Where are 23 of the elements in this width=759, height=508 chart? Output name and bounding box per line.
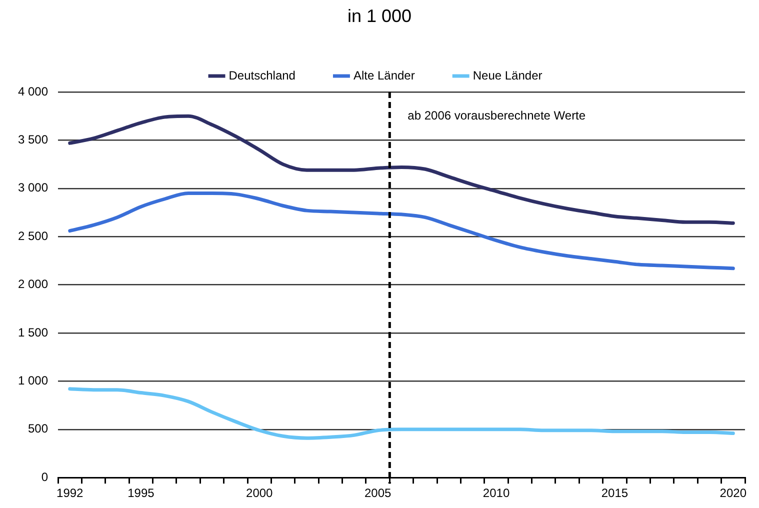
legend-label: Deutschland bbox=[228, 68, 296, 82]
y-tick-label: 1 500 bbox=[18, 325, 48, 340]
chart-title: in 1 000 bbox=[346, 6, 413, 27]
ref-line-label: ab 2006 vorausberechnete Werte bbox=[408, 108, 586, 122]
legend-label: Neue Länder bbox=[472, 68, 542, 82]
x-tick-label: 2010 bbox=[482, 486, 510, 500]
y-tick-label: 0 bbox=[41, 470, 48, 484]
y-tick-label: 1 000 bbox=[18, 374, 48, 388]
y-tick-label: 2 500 bbox=[18, 228, 48, 243]
line-series bbox=[68, 387, 735, 440]
x-tick-label: 2000 bbox=[246, 486, 274, 500]
legend-label: Alte Länder bbox=[353, 68, 415, 82]
x-tick-label: 1992 bbox=[56, 486, 84, 500]
y-tick-label: 3 000 bbox=[18, 180, 48, 195]
y-tick-label: 2 000 bbox=[18, 277, 48, 292]
y-tick-label: 4 000 bbox=[18, 84, 48, 98]
x-tick-label: 1995 bbox=[128, 486, 155, 500]
y-tick-label: 3 500 bbox=[18, 132, 48, 147]
x-tick-label: 2020 bbox=[720, 486, 747, 500]
x-tick-label: 2005 bbox=[364, 486, 392, 500]
line-series bbox=[68, 191, 735, 270]
y-tick-label: 500 bbox=[28, 422, 48, 436]
x-tick-label: 2015 bbox=[601, 486, 628, 500]
